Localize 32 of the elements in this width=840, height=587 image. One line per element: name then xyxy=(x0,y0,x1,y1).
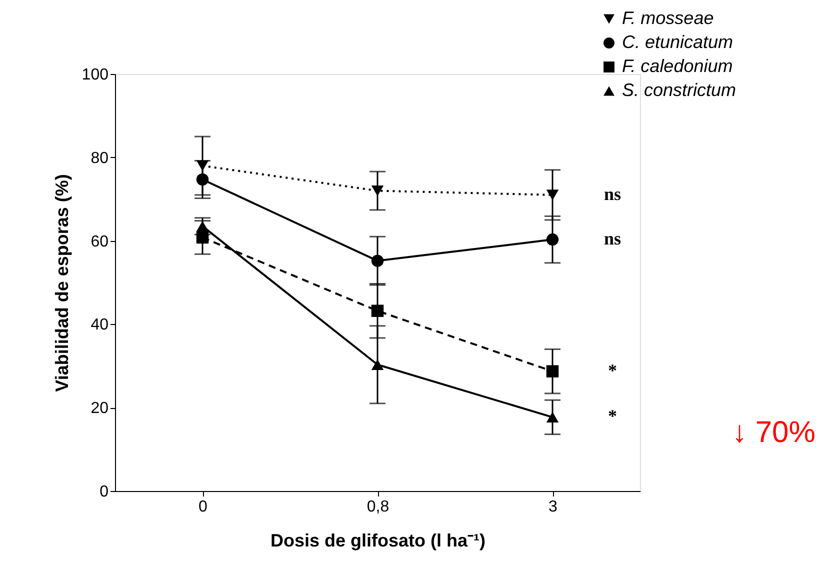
point xyxy=(196,173,209,186)
legend-label: C. etunicatum xyxy=(622,32,734,52)
y-tick-label: 60 xyxy=(90,233,109,250)
x-axis-title: Dosis de glifosato (l ha⁻¹) xyxy=(270,530,486,550)
annotation: ns xyxy=(604,184,622,204)
point xyxy=(196,220,209,232)
point xyxy=(371,304,384,317)
point xyxy=(546,365,559,378)
point xyxy=(371,359,384,370)
y-tick-label: 20 xyxy=(90,400,109,418)
annotation: ns xyxy=(604,228,622,249)
x-tick-label: 0 xyxy=(198,498,208,516)
point xyxy=(196,160,209,172)
point xyxy=(546,190,559,200)
point xyxy=(546,233,559,246)
y-tick-label: 80 xyxy=(90,150,109,167)
text: ↓ 70% xyxy=(732,416,816,449)
legend-label: S. constrictum xyxy=(622,80,736,100)
point xyxy=(196,231,209,244)
legend-label: F. mosseae xyxy=(622,8,714,28)
point xyxy=(371,185,384,196)
y-tick-label: 40 xyxy=(90,316,109,334)
x-tick-label: 0,8 xyxy=(366,498,390,516)
annotation: * xyxy=(608,406,617,426)
y-axis-title: Viabilidad de esporas (%) xyxy=(52,174,72,392)
annotation: * xyxy=(608,360,617,380)
point xyxy=(371,254,384,267)
y-tick-label: 100 xyxy=(82,66,109,84)
x-tick-label: 3 xyxy=(548,498,558,516)
legend-label: F. caledonium xyxy=(622,56,733,76)
point xyxy=(546,412,559,422)
y-tick-label: 0 xyxy=(100,484,109,500)
